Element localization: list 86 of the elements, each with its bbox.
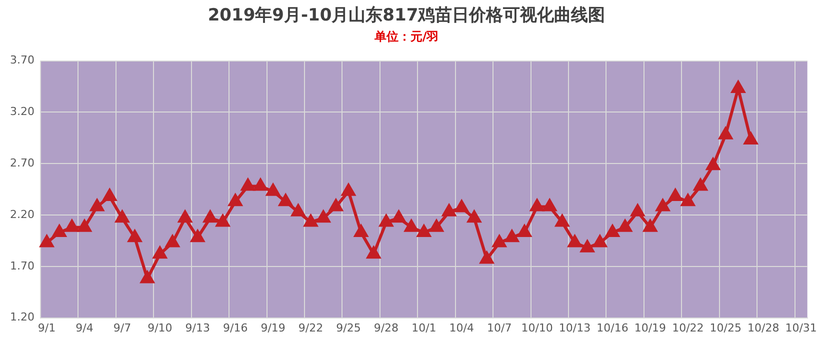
x-tick-label: 9/19	[260, 321, 286, 334]
x-tick-label: 9/28	[374, 321, 399, 334]
point	[404, 220, 418, 232]
point	[580, 240, 594, 252]
x-tick-label: 9/10	[148, 321, 172, 334]
point	[430, 220, 444, 232]
point	[744, 132, 758, 144]
point	[153, 246, 167, 259]
point	[380, 214, 393, 227]
point	[630, 204, 644, 216]
chart-subtitle: 单位：元/羽	[373, 30, 439, 44]
point	[732, 81, 745, 94]
y-tick-label: 3.70	[10, 54, 34, 67]
point	[140, 271, 154, 284]
x-tick-label: 9/1	[38, 321, 56, 334]
point	[530, 199, 544, 212]
y-tick-label: 2.70	[10, 156, 34, 170]
x-tick-label: 10/13	[558, 321, 591, 334]
point	[556, 214, 569, 227]
x-tick-label: 9/25	[336, 321, 361, 334]
point	[366, 246, 380, 259]
x-tick-label: 10/4	[449, 321, 474, 334]
x-tick-label: 10/19	[634, 321, 666, 334]
y-tick-label: 1.20	[10, 310, 34, 324]
point	[102, 188, 116, 201]
x-tick-label: 10/25	[710, 321, 742, 334]
point	[304, 214, 318, 227]
point	[316, 210, 330, 223]
point	[65, 220, 79, 232]
point	[392, 210, 406, 223]
y-tick-label: 2.20	[10, 208, 34, 221]
point	[228, 194, 242, 206]
y-tick-label: 3.20	[10, 105, 34, 118]
point	[706, 158, 720, 170]
point	[454, 200, 468, 212]
point	[40, 235, 54, 248]
point	[204, 210, 217, 223]
point	[492, 235, 506, 248]
x-tick-label: 10/7	[486, 321, 512, 334]
x-tick-label: 10/16	[596, 321, 628, 334]
point	[190, 230, 204, 242]
point	[681, 194, 695, 206]
point	[216, 214, 230, 227]
point	[417, 224, 431, 237]
point	[241, 178, 255, 191]
point	[542, 199, 556, 212]
chart-title: 2019年9月-10月山东817鸡苗日价格可视化曲线图	[208, 6, 606, 26]
point	[505, 230, 519, 242]
point	[166, 235, 180, 248]
point	[178, 210, 192, 223]
point	[480, 252, 494, 264]
point	[568, 235, 582, 248]
point	[329, 199, 343, 212]
point	[656, 199, 670, 212]
x-tick-label: 10/31	[785, 321, 817, 334]
point	[468, 210, 481, 223]
x-tick-label: 9/4	[76, 321, 94, 334]
point	[78, 220, 92, 232]
x-tick-label: 10/10	[521, 321, 553, 334]
point	[354, 224, 368, 237]
point	[593, 235, 607, 248]
point	[644, 220, 657, 232]
point	[90, 199, 104, 212]
point	[618, 220, 632, 232]
point	[254, 178, 268, 191]
point	[128, 230, 142, 242]
point	[116, 210, 129, 223]
x-tick-label: 10/1	[412, 321, 436, 334]
y-tick-label: 1.70	[10, 259, 34, 272]
x-tick-label: 9/16	[222, 321, 248, 334]
point	[52, 224, 66, 237]
point	[278, 194, 292, 206]
x-tick-label: 9/22	[298, 321, 324, 334]
point	[668, 188, 682, 201]
point	[606, 224, 620, 237]
point	[718, 127, 732, 140]
point	[518, 224, 532, 237]
point	[442, 204, 456, 216]
point	[266, 184, 280, 196]
point	[694, 178, 708, 191]
x-tick-label: 9/7	[113, 321, 132, 334]
point	[342, 184, 356, 196]
x-tick-label: 10/22	[672, 321, 704, 334]
x-tick-label: 9/13	[185, 321, 210, 334]
point	[292, 204, 305, 216]
x-tick-label: 10/28	[747, 321, 780, 334]
